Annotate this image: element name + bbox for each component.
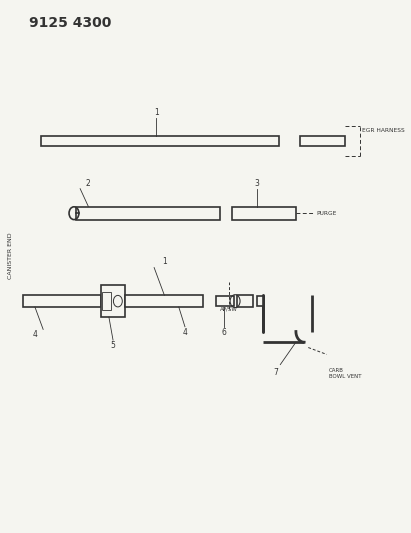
Bar — [237, 295, 253, 307]
Text: EGR HARNESS: EGR HARNESS — [362, 128, 404, 133]
Text: 7: 7 — [274, 368, 279, 377]
Text: 9125 4300: 9125 4300 — [29, 16, 111, 30]
Bar — [76, 207, 220, 220]
Bar — [257, 296, 263, 306]
Text: 5: 5 — [111, 341, 115, 350]
Text: 1: 1 — [154, 108, 159, 117]
Text: AP/SW: AP/SW — [219, 307, 238, 312]
Bar — [300, 136, 345, 146]
Text: PURGE: PURGE — [316, 211, 337, 216]
Text: 1: 1 — [162, 257, 167, 266]
Bar — [232, 207, 296, 220]
Text: 6: 6 — [222, 328, 226, 337]
Text: CANISTER END: CANISTER END — [8, 232, 13, 279]
Text: 4: 4 — [182, 328, 187, 337]
Text: 3: 3 — [254, 179, 259, 188]
Bar — [102, 292, 111, 310]
Text: 2: 2 — [86, 179, 91, 188]
Text: 4: 4 — [32, 330, 37, 340]
Bar — [41, 136, 279, 146]
Bar — [125, 295, 203, 307]
Bar — [216, 296, 234, 306]
Bar — [101, 285, 125, 317]
Bar — [23, 295, 101, 307]
Text: CARB
BOWL VENT: CARB BOWL VENT — [329, 368, 361, 379]
